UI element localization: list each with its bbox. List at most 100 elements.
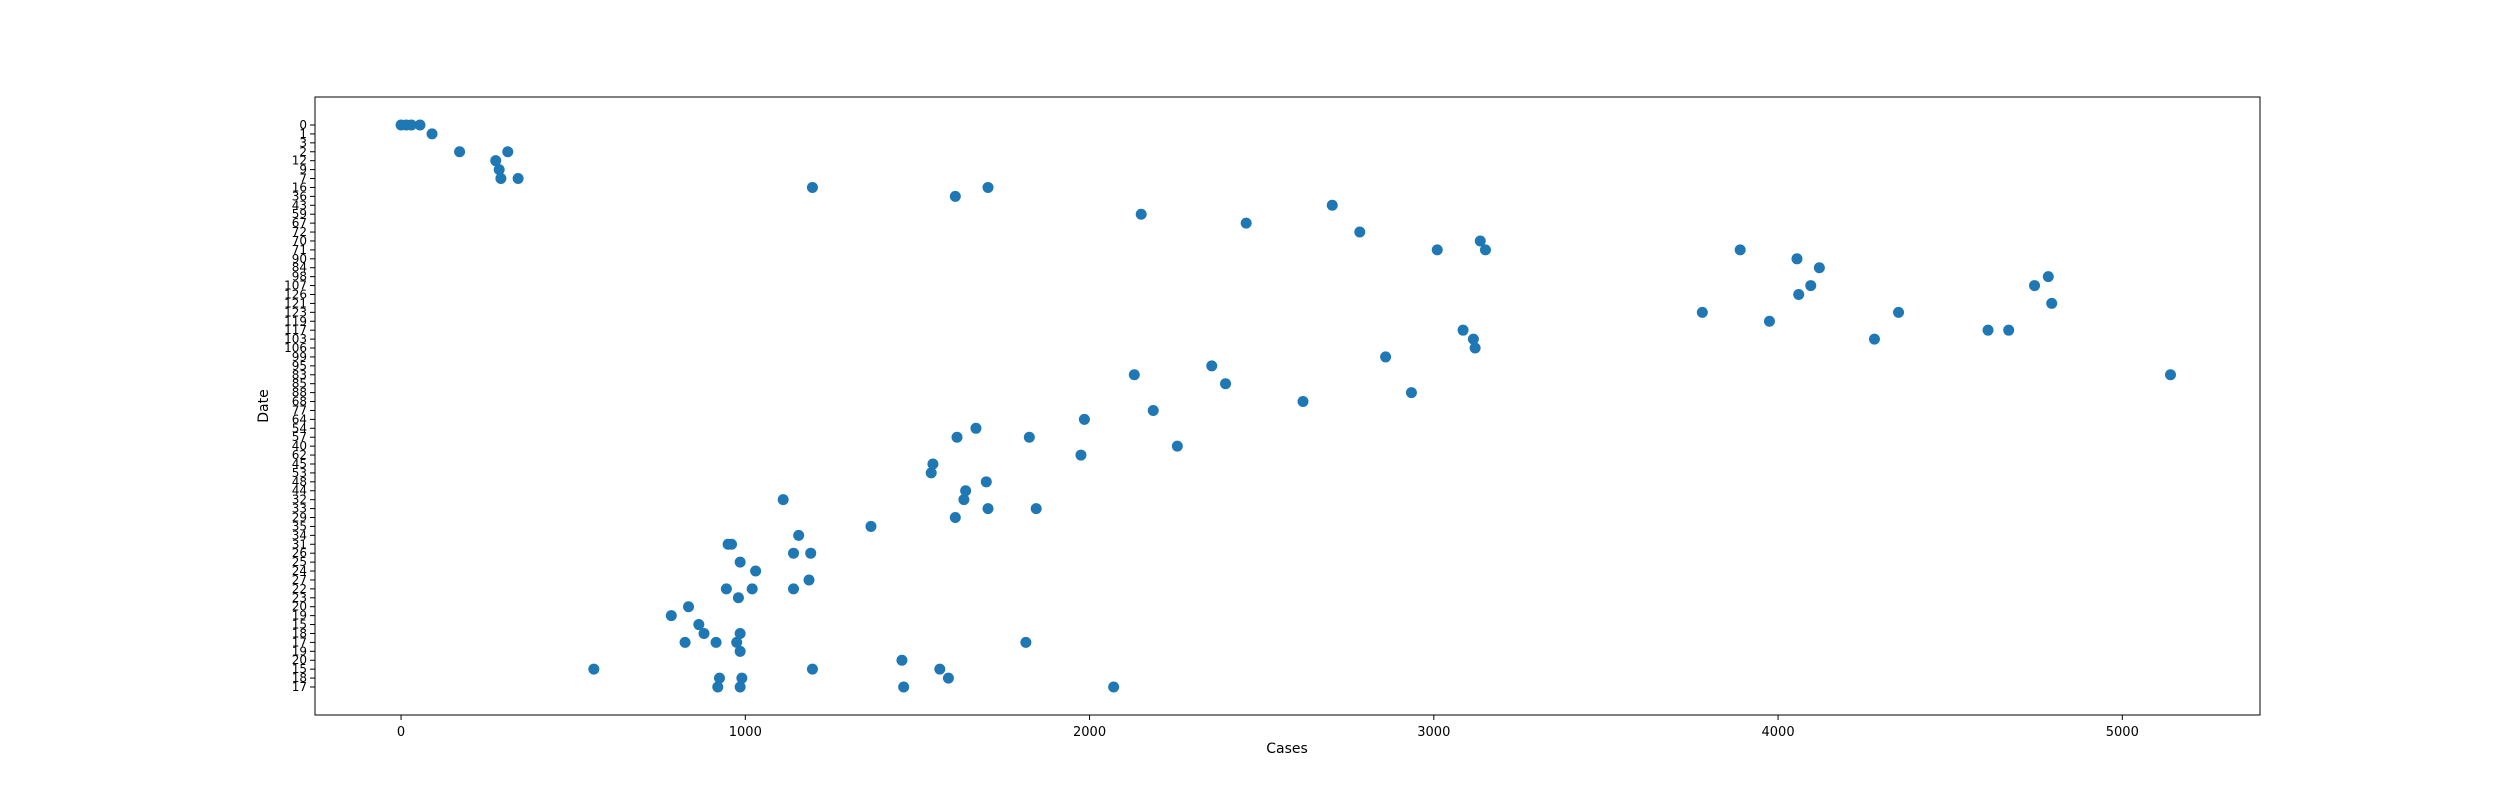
y-tick-label: 36 <box>292 189 307 203</box>
data-point <box>1220 378 1232 390</box>
data-point <box>2042 271 2054 283</box>
data-point <box>665 610 677 622</box>
y-axis-label: Date <box>256 389 272 422</box>
y-tick-label: 64 <box>292 412 307 426</box>
y-tick-label: 18 <box>292 671 307 685</box>
data-point <box>980 476 992 488</box>
data-point <box>1469 342 1481 354</box>
data-point <box>1030 503 1042 515</box>
y-tick-label: 62 <box>292 448 307 462</box>
y-tick-label: 17 <box>292 635 307 649</box>
data-point <box>1696 306 1708 318</box>
y-tick-label: 19 <box>292 644 307 658</box>
data-point <box>1354 226 1366 238</box>
data-point <box>951 431 963 443</box>
data-point <box>1171 440 1183 452</box>
data-point <box>2029 280 2041 292</box>
data-point <box>454 146 466 158</box>
data-point <box>726 538 738 550</box>
data-point <box>1075 449 1087 461</box>
y-tick-label: 25 <box>292 555 307 569</box>
y-tick-label: 43 <box>292 198 307 212</box>
data-point <box>1147 404 1159 416</box>
data-point <box>405 119 417 131</box>
y-axis: 0132129716364359677270719084981071261211… <box>284 118 315 694</box>
y-tick-label: 53 <box>292 466 307 480</box>
y-tick-label: 57 <box>292 430 307 444</box>
y-tick-label: 45 <box>292 457 307 471</box>
data-point <box>806 663 818 675</box>
data-point <box>710 636 722 648</box>
data-point <box>949 190 961 202</box>
data-point <box>414 119 426 131</box>
data-point <box>1240 217 1252 229</box>
data-point <box>1734 244 1746 256</box>
y-tick-label: 34 <box>292 528 307 542</box>
y-tick-label: 121 <box>284 296 307 310</box>
y-tick-label: 7 <box>299 172 307 186</box>
y-tick-label: 72 <box>292 225 307 239</box>
plot-area <box>314 96 2261 716</box>
data-point <box>1023 431 1035 443</box>
y-tick-label: 1 <box>299 127 307 141</box>
y-tick-label: 24 <box>292 564 307 578</box>
y-tick-label: 119 <box>284 314 307 328</box>
data-point <box>426 128 438 140</box>
data-point <box>734 681 746 693</box>
data-point <box>942 672 954 684</box>
data-point <box>746 583 758 595</box>
data-point <box>934 663 946 675</box>
data-point <box>1457 324 1469 336</box>
x-tick-label: 3000 <box>1417 725 1450 740</box>
data-point <box>736 672 748 684</box>
y-tick-label: 26 <box>292 546 307 560</box>
y-tick-label: 15 <box>292 618 307 632</box>
data-point <box>732 592 744 604</box>
data-point <box>982 181 994 193</box>
y-tick-label: 117 <box>284 323 307 337</box>
y-tick-label: 33 <box>292 502 307 516</box>
data-point <box>750 565 762 577</box>
data-point <box>734 627 746 639</box>
data-point <box>495 173 507 185</box>
data-point <box>1793 288 1805 300</box>
data-point <box>1805 280 1817 292</box>
y-tick-label: 20 <box>292 600 307 614</box>
x-tick-label: 2000 <box>1073 725 1106 740</box>
y-tick-label: 12 <box>292 154 307 168</box>
data-point <box>1467 333 1479 345</box>
y-tick-label: 67 <box>292 216 307 230</box>
y-tick-label: 23 <box>292 591 307 605</box>
data-point <box>1297 396 1309 408</box>
y-tick-label: 20 <box>292 653 307 667</box>
y-tick-label: 17 <box>292 680 307 694</box>
data-point <box>734 556 746 568</box>
y-tick-label: 0 <box>299 118 307 132</box>
data-point <box>927 458 939 470</box>
y-tick-label: 126 <box>284 287 307 301</box>
data-point <box>925 467 937 479</box>
data-point <box>2003 324 2015 336</box>
data-point <box>1135 208 1147 220</box>
data-point <box>720 583 732 595</box>
data-point <box>490 155 502 167</box>
y-tick-label: 35 <box>292 519 307 533</box>
data-point <box>970 422 982 434</box>
y-tick-label: 83 <box>292 368 307 382</box>
data-point <box>982 503 994 515</box>
data-point <box>588 663 600 675</box>
data-point <box>1479 244 1491 256</box>
y-tick-label: 31 <box>292 537 307 551</box>
y-tick-label: 2 <box>299 145 307 159</box>
data-point <box>806 181 818 193</box>
data-point <box>731 636 743 648</box>
y-tick-label: 95 <box>292 359 307 373</box>
y-tick-label: 106 <box>284 341 307 355</box>
x-axis: 0 1000 2000 3000 4000 5000 <box>397 715 2139 740</box>
y-tick-label: 54 <box>292 421 307 435</box>
data-point <box>788 583 800 595</box>
data-point <box>1020 636 1032 648</box>
y-tick-label: 90 <box>292 252 307 266</box>
data-point <box>712 681 724 693</box>
